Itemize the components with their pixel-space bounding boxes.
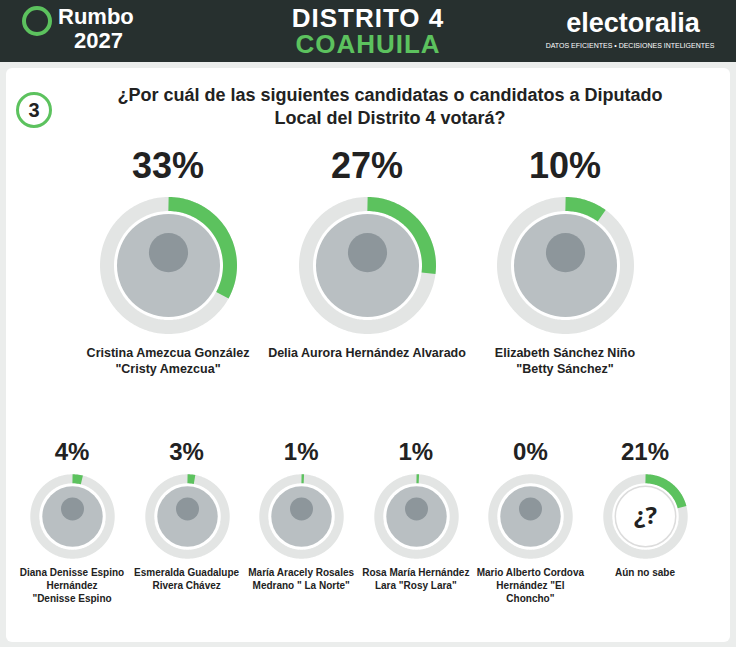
html-text:Rosa María Hernández Lara "Ros: Rosa María Hernández Lara "Rosy Lara" (362, 567, 470, 591)
html-text:10%: 10% (529, 145, 601, 186)
html-text:1%: 1% (398, 438, 434, 465)
html-text:2027: 2027 (74, 28, 123, 53)
html-text:Diana Denisse Espino Hernández: Diana Denisse Espino Hernández "Denisse … (19, 567, 125, 604)
html-text:María Aracely Rosales Medrano: María Aracely Rosales Medrano " La Norte… (248, 567, 355, 591)
html-text:Elizabeth Sánchez Niño "Betty: Elizabeth Sánchez Niño "Betty Sánchez" (494, 346, 636, 376)
html-text:3: 3 (28, 99, 40, 121)
html-text:0%: 0% (513, 438, 548, 465)
html-text:Cristina Amezcua González "Cri: Cristina Amezcua González "Cristy Amezcu… (86, 346, 250, 376)
html-text:Rumbo: Rumbo (58, 4, 134, 29)
html-text:3%: 3% (169, 438, 204, 465)
html-text:Mario Alberto Cordova Hernánde: Mario Alberto Cordova Hernández "El Chon… (476, 567, 585, 604)
html-text:electoralia: electoralia (566, 8, 700, 38)
html-text:Aún no sabe: Aún no sabe (615, 567, 675, 578)
html-text:33%: 33% (132, 145, 204, 186)
html-text:1%: 1% (283, 438, 319, 465)
html-text:21%: 21% (621, 438, 669, 465)
html-text:Esmeralda Guadalupe Rivera Chá: Esmeralda Guadalupe Rivera Chávez (134, 567, 240, 591)
svg-text:¿?: ¿? (634, 498, 657, 531)
html-text:4%: 4% (54, 438, 90, 465)
html-text:Delia Aurora Hernández Alvarad: Delia Aurora Hernández Alvarado (268, 346, 466, 360)
html-text:DATOS EFICIENTES • DECISIONES: DATOS EFICIENTES • DECISIONES INTELIGENT… (545, 42, 715, 49)
html-text:¿Por cuál de las siguientes ca: ¿Por cuál de las siguientes candidatas o… (117, 85, 663, 128)
html-text:COAHUILA: COAHUILA (295, 29, 441, 59)
html-text:27%: 27% (331, 145, 403, 186)
html-text:DISTRITO 4: DISTRITO 4 (291, 3, 445, 33)
